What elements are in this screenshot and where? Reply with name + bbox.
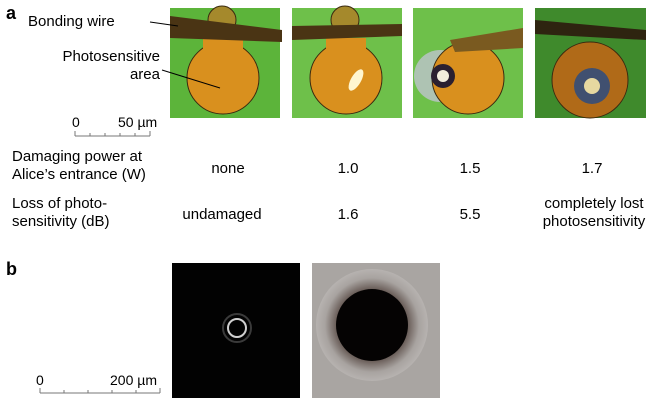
scale-label: 50 µm: [118, 113, 157, 131]
cell: 1.5: [460, 160, 481, 178]
cell: none: [211, 160, 244, 178]
photo-6: [312, 263, 440, 398]
cell: 1.6: [338, 206, 359, 224]
cell: 5.5: [460, 206, 481, 224]
scale-label: 0: [36, 371, 44, 389]
scale-label: 0: [72, 113, 80, 131]
annotation: Photosensitive area: [30, 48, 160, 84]
photo-1: [170, 6, 282, 118]
cell: 1.7: [582, 160, 603, 178]
row-label: Loss of photo-sensitivity (dB): [12, 195, 152, 231]
cell: 1.0: [338, 160, 359, 178]
cell: completely lost photosensitivity: [529, 195, 658, 231]
photo-3: [413, 8, 523, 118]
scale-label: 200 µm: [110, 371, 157, 389]
scale-bar: [75, 131, 150, 136]
figure: a Bonding wire Photosensitive area 0 50 …: [0, 0, 658, 398]
panel-label: b: [6, 260, 17, 278]
photo-4: [535, 8, 646, 118]
photo-2: [292, 6, 402, 118]
cell: undamaged: [182, 206, 261, 224]
row-label: Damaging power at Alice’s entrance (W): [12, 148, 182, 184]
annotation: Bonding wire: [28, 13, 115, 31]
panel-label: a: [6, 4, 16, 22]
photo-5: [172, 263, 300, 398]
